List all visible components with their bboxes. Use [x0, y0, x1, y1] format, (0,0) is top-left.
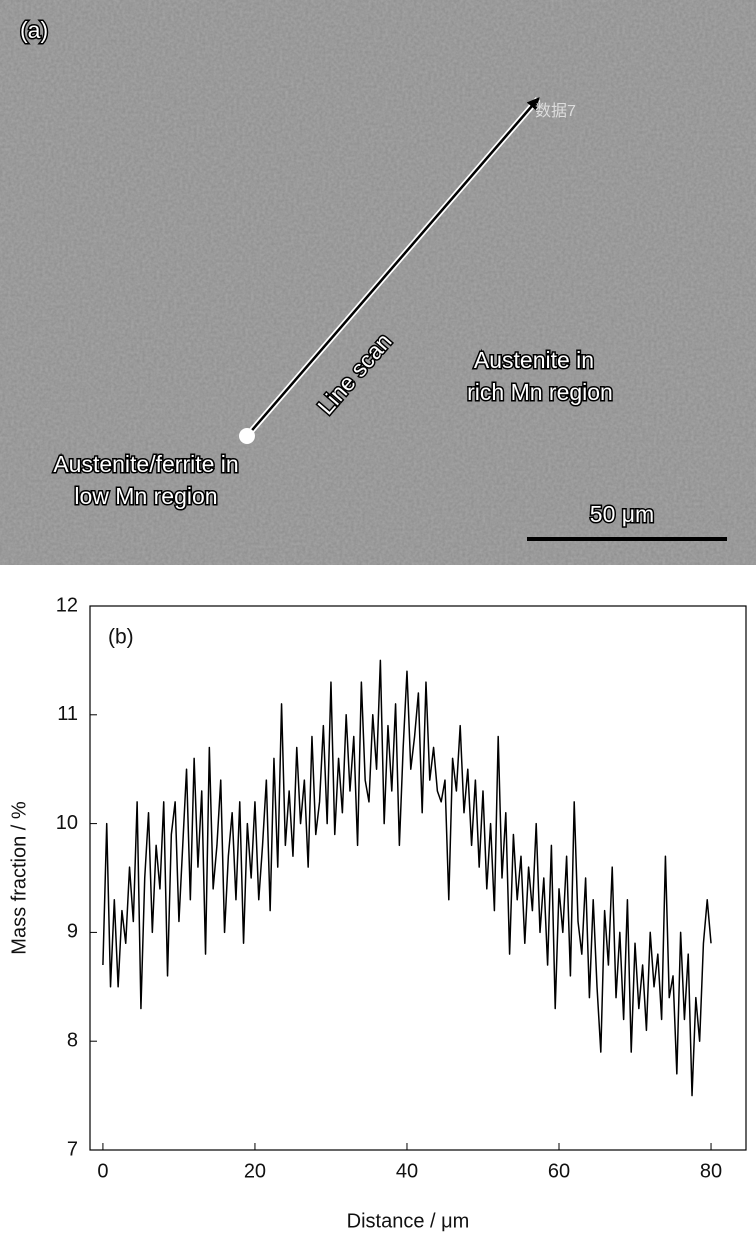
rich-label: Austenite in	[474, 347, 594, 373]
y-tick-label: 10	[56, 812, 78, 834]
sem-image: (a) 数据7 Line scan Austenite in rich Mn r…	[0, 0, 756, 565]
x-tick-label: 20	[244, 1160, 266, 1182]
y-axis-label: Mass fraction / %	[8, 801, 30, 955]
y-tick-label: 8	[67, 1029, 78, 1051]
line-chart: (b) Distance / μm Mass fraction / % 0 20 4…	[8, 594, 747, 1232]
low-label: low Mn region	[74, 483, 217, 509]
data-line	[102, 659, 712, 1097]
scan-start	[239, 428, 255, 444]
scan-line	[246, 97, 540, 437]
scale-label: 50 μm	[590, 501, 654, 527]
x-axis-label: Distance / μm	[347, 1210, 470, 1232]
marker-label: 数据7	[535, 102, 576, 120]
y-tick-label: 12	[56, 594, 78, 616]
y-tick-label: 11	[57, 703, 78, 725]
panel-label: (b)	[108, 626, 134, 649]
x-tick-label: 80	[700, 1160, 722, 1182]
y-tick-label: 9	[67, 921, 78, 943]
panel-label: (a)	[20, 17, 48, 43]
x-tick-label: 0	[97, 1160, 108, 1182]
x-tick-label: 60	[548, 1160, 570, 1182]
low-label: Austenite/ferrite in	[53, 451, 238, 477]
rich-label: rich Mn region	[467, 379, 613, 405]
x-tick-label: 40	[396, 1160, 418, 1182]
y-tick-label: 7	[67, 1138, 78, 1160]
plot-frame	[89, 605, 747, 1151]
